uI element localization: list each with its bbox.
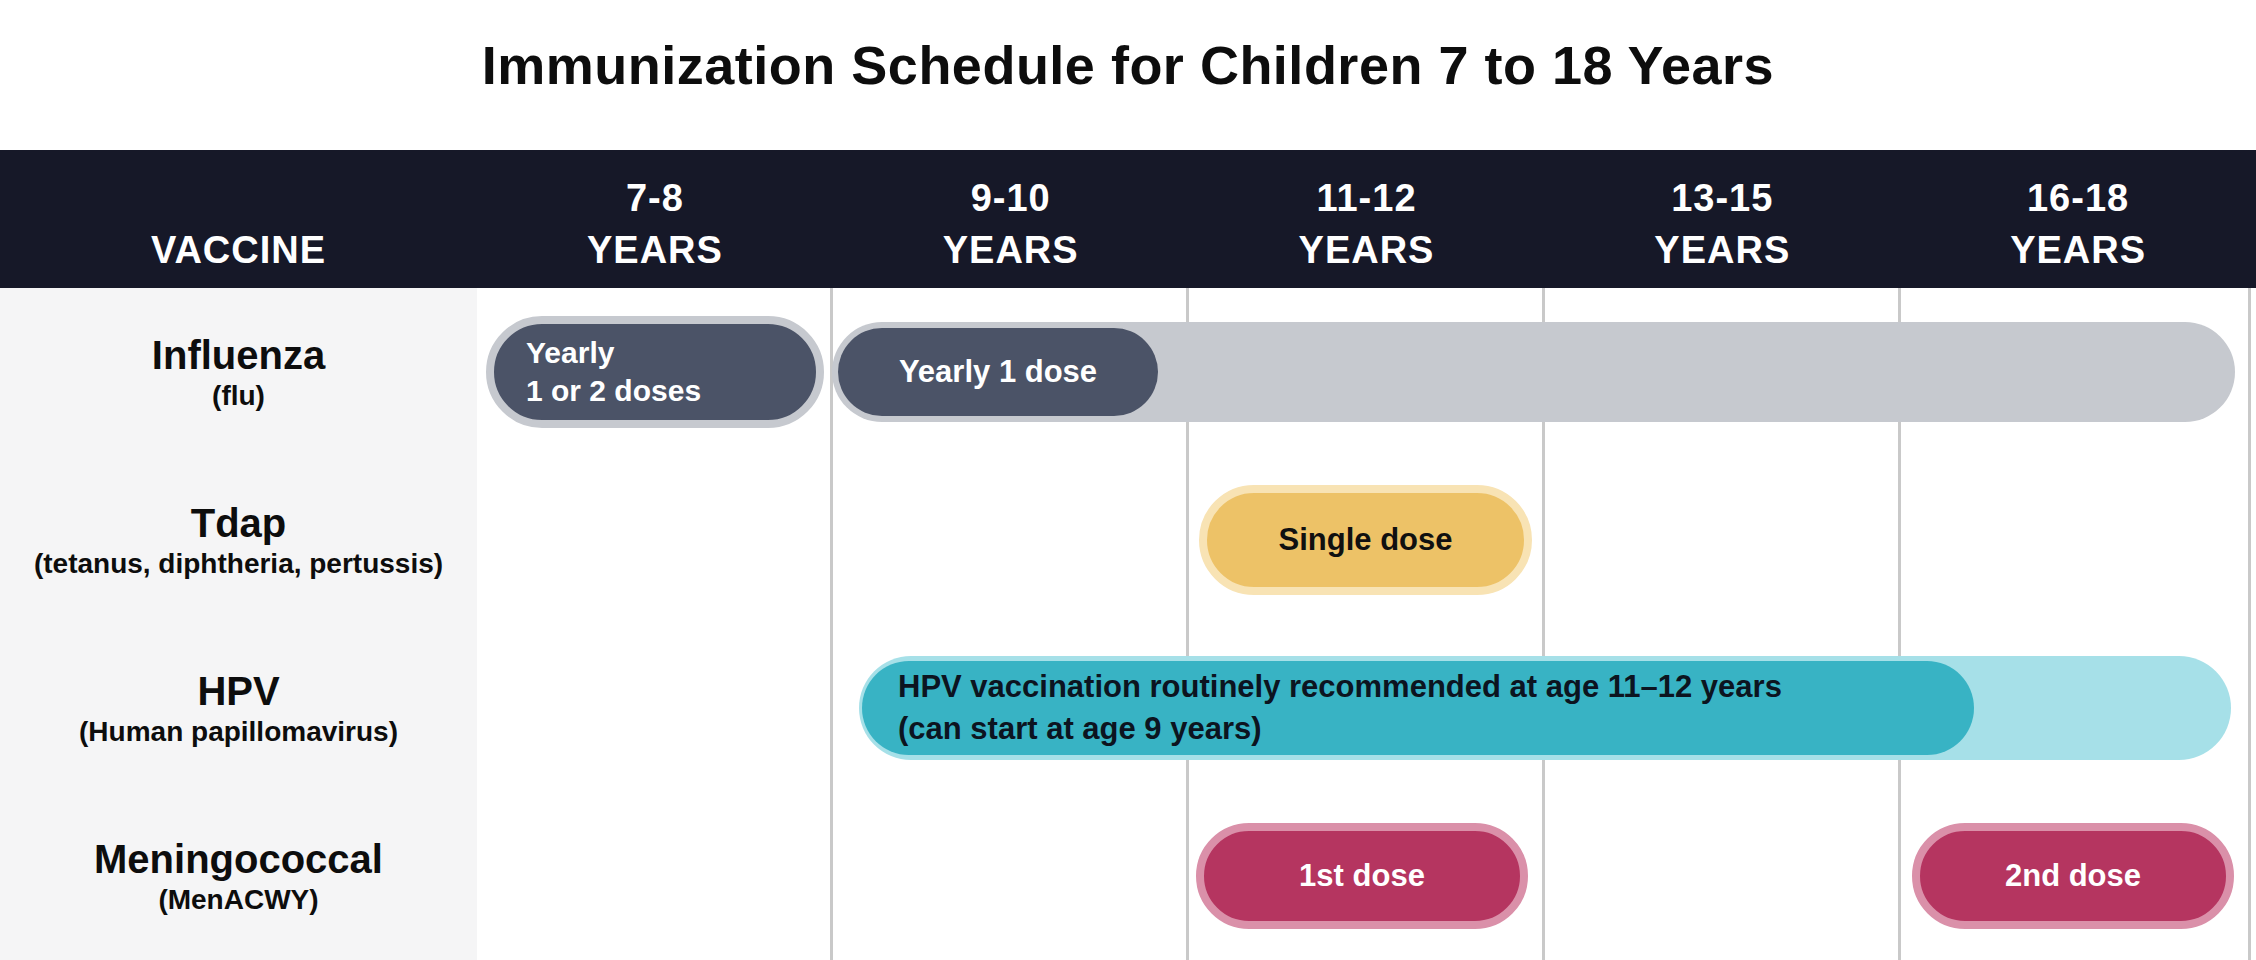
page-title: Immunization Schedule for Children 7 to … — [0, 34, 2256, 96]
row-label-influenza: Influenza (flu) — [0, 288, 477, 456]
timeline-hpv: HPV vaccination routinely recommended at… — [477, 624, 2256, 792]
header-cell-age-16-18: 16-18 YEARS — [1900, 150, 2256, 288]
header-cell-age-7-8: 7-8 YEARS — [477, 150, 833, 288]
timeline-tdap: Single dose — [477, 456, 2256, 624]
age-range-label: 16-18 — [2027, 172, 2129, 224]
vaccine-subtitle: (flu) — [212, 379, 265, 413]
header-cell-age-9-10: 9-10 YEARS — [833, 150, 1189, 288]
age-range-label: 7-8 — [626, 172, 684, 224]
meningococcal-1st-dose-label: 1st dose — [1299, 858, 1425, 894]
age-range-label: 9-10 — [971, 172, 1051, 224]
row-hpv: HPV (Human papillomavirus) HPV vaccinati… — [0, 624, 2256, 792]
header-cell-age-13-15: 13-15 YEARS — [1544, 150, 1900, 288]
header-cell-age-11-12: 11-12 YEARS — [1189, 150, 1545, 288]
meningococcal-2nd-dose-label: 2nd dose — [2005, 858, 2141, 894]
timeline-influenza: Yearly 1 or 2 doses Yearly 1 dose — [477, 288, 2256, 456]
table-header-band: VACCINE 7-8 YEARS 9-10 YEARS 11-12 YEARS… — [0, 150, 2256, 288]
timeline-meningococcal: 1st dose 2nd dose — [477, 792, 2256, 960]
row-meningococcal: Meningococcal (MenACWY) 1st dose 2nd dos… — [0, 792, 2256, 960]
meningococcal-1st-dose-pill: 1st dose — [1196, 823, 1528, 929]
schedule-chart-body: Influenza (flu) Yearly 1 or 2 doses Year… — [0, 288, 2256, 960]
meningococcal-2nd-dose-pill: 2nd dose — [1912, 823, 2234, 929]
influenza-yearly-pill: Yearly 1 dose — [838, 328, 1158, 416]
vaccine-subtitle: (tetanus, diphtheria, pertussis) — [34, 547, 443, 581]
row-tdap: Tdap (tetanus, diphtheria, pertussis) Si… — [0, 456, 2256, 624]
row-influenza: Influenza (flu) Yearly 1 or 2 doses Year… — [0, 288, 2256, 456]
tdap-single-dose-pill: Single dose — [1199, 485, 1532, 595]
tdap-pill-label: Single dose — [1279, 522, 1453, 558]
immunization-schedule-infographic: Immunization Schedule for Children 7 to … — [0, 0, 2256, 960]
vaccine-name: Meningococcal — [94, 835, 383, 883]
age-unit-label: YEARS — [587, 224, 723, 276]
age-unit-label: YEARS — [1654, 224, 1790, 276]
age-range-label: 13-15 — [1671, 172, 1773, 224]
vaccine-rows: Influenza (flu) Yearly 1 or 2 doses Year… — [0, 288, 2256, 960]
vaccine-subtitle: (Human papillomavirus) — [79, 715, 398, 749]
age-unit-label: YEARS — [1299, 224, 1435, 276]
vaccine-name: Tdap — [191, 499, 287, 547]
vaccine-name: Influenza — [152, 331, 325, 379]
hpv-bar-label-line2: (can start at age 9 years) — [898, 708, 1262, 750]
row-label-hpv: HPV (Human papillomavirus) — [0, 624, 477, 792]
age-range-label: 11-12 — [1316, 172, 1416, 224]
header-cell-vaccine: VACCINE — [0, 150, 477, 288]
vaccine-column-label: VACCINE — [151, 224, 326, 276]
influenza-7-8-pill-label: Yearly 1 or 2 doses — [494, 334, 701, 410]
influenza-7-8-pill: Yearly 1 or 2 doses — [486, 316, 824, 428]
hpv-recommendation-bar: HPV vaccination routinely recommended at… — [862, 661, 1974, 755]
age-unit-label: YEARS — [2010, 224, 2146, 276]
vaccine-name: HPV — [197, 667, 279, 715]
row-label-meningococcal: Meningococcal (MenACWY) — [0, 792, 477, 960]
influenza-yearly-pill-label: Yearly 1 dose — [899, 354, 1097, 390]
vaccine-subtitle: (MenACWY) — [158, 883, 318, 917]
hpv-bar-label-line1: HPV vaccination routinely recommended at… — [898, 666, 1782, 708]
age-unit-label: YEARS — [943, 224, 1079, 276]
row-label-tdap: Tdap (tetanus, diphtheria, pertussis) — [0, 456, 477, 624]
